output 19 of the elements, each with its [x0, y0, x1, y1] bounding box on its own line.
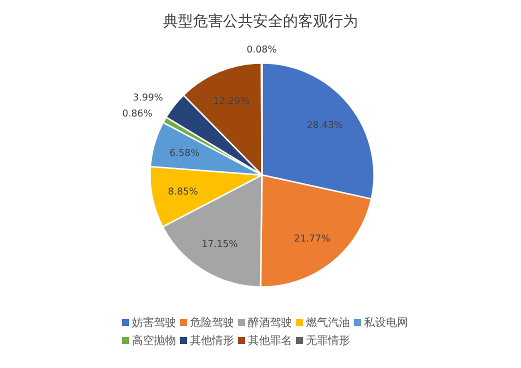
data-label: 21.77%	[294, 234, 330, 245]
legend-label: 无罪情形	[306, 334, 350, 347]
legend-label: 燃气汽油	[306, 316, 350, 329]
legend-label: 妨害驾驶	[132, 316, 176, 329]
legend-label: 其他情形	[190, 334, 234, 347]
data-label: 12.29%	[213, 96, 250, 107]
data-label: 0.08%	[246, 44, 277, 56]
data-label: 3.99%	[132, 92, 164, 104]
legend-label: 醉酒驾驶	[248, 316, 292, 329]
legend-label: 高空抛物	[132, 334, 176, 347]
data-label: 28.43%	[306, 120, 343, 131]
legend-label: 危险驾驶	[190, 316, 234, 329]
data-label: 0.86%	[122, 108, 152, 120]
legend-label: 其他罪名	[248, 334, 292, 347]
chart-title: 典型危害公共安全的客观行为	[163, 12, 358, 30]
data-label: 17.15%	[202, 239, 238, 250]
data-label: 8.85%	[168, 186, 198, 198]
data-label: 6.58%	[169, 148, 200, 160]
legend-label: 私设电网	[364, 316, 408, 329]
